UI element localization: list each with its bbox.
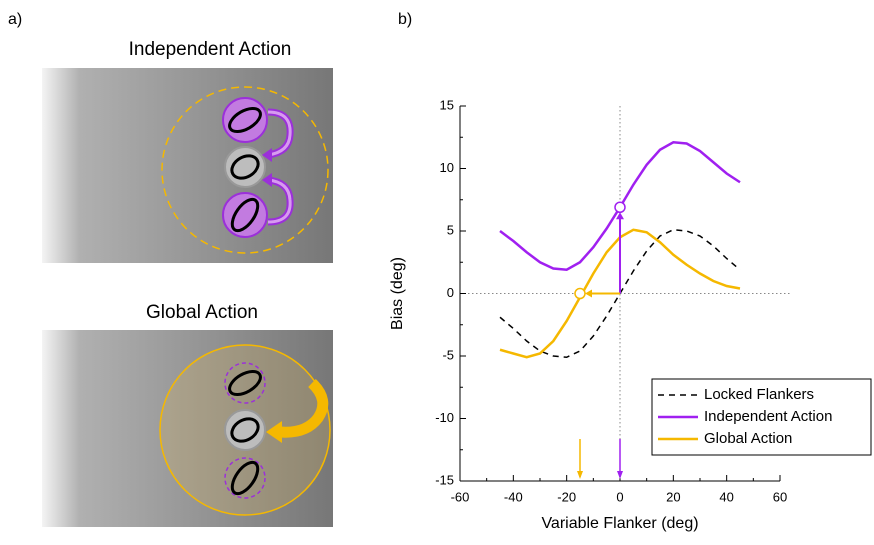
independent-illustration [42, 68, 333, 263]
panel-label: b) [398, 11, 412, 28]
legend-label: Independent Action [704, 408, 832, 425]
annotation-point [614, 201, 626, 213]
panel-title: Global Action [146, 302, 258, 323]
y-tick-label: -15 [435, 472, 454, 487]
x-tick-label: -20 [557, 489, 576, 504]
y-axis-label: Bias (deg) [389, 257, 406, 330]
annotation-arrowhead [616, 212, 624, 220]
y-tick-label: 15 [440, 97, 454, 112]
y-tick-label: 10 [440, 160, 454, 175]
annotation-arrowhead [577, 471, 583, 479]
legend-label: Global Action [704, 430, 792, 447]
x-tick-label: 40 [719, 489, 733, 504]
x-tick-label: -60 [451, 489, 470, 504]
panel-title: Independent Action [129, 39, 292, 60]
global-illustration [42, 330, 333, 527]
x-tick-label: 60 [773, 489, 787, 504]
x-axis-label: Variable Flanker (deg) [541, 515, 698, 532]
x-tick-label: -40 [504, 489, 523, 504]
plot: -15 -10 -5 0 5 10 15 -60 -40 -20 0 20 40 60 Variable F… [389, 97, 872, 532]
y-tick-label: 0 [447, 285, 454, 300]
x-tick-label: 0 [616, 489, 623, 504]
annotation-point [574, 287, 586, 300]
annotation-arrowhead [617, 471, 623, 479]
y-tick-label: -5 [442, 347, 454, 362]
panel-label: a) [8, 11, 22, 28]
annotation-arrowhead [585, 289, 592, 298]
legend-label: Locked Flankers [704, 386, 814, 403]
y-tick-label: 5 [447, 222, 454, 237]
y-tick-label: -10 [435, 410, 454, 425]
x-tick-label: 20 [666, 489, 680, 504]
